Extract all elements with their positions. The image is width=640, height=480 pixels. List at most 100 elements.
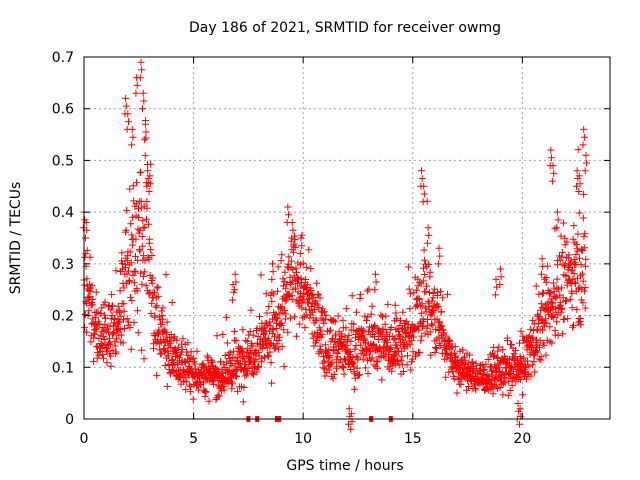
data-point	[129, 182, 137, 190]
data-point	[379, 325, 387, 333]
data-point	[282, 310, 290, 318]
data-point	[574, 146, 582, 154]
data-point	[542, 351, 550, 359]
data-point	[509, 375, 517, 383]
data-point	[579, 270, 586, 278]
data-point	[121, 325, 128, 332]
data-point	[379, 313, 386, 321]
data-point	[268, 297, 276, 305]
data-point	[349, 326, 357, 334]
data-point	[120, 300, 128, 308]
data-point	[268, 275, 276, 283]
data-point	[179, 335, 187, 343]
data-point	[140, 355, 148, 363]
data-point	[439, 294, 447, 302]
data-point	[378, 376, 386, 384]
x-tick-label: 10	[294, 431, 312, 447]
data-point	[231, 286, 239, 294]
data-point	[499, 391, 507, 399]
data-point	[548, 177, 556, 185]
data-point	[142, 128, 150, 136]
data-point	[356, 371, 363, 379]
data-point	[546, 323, 554, 331]
data-point	[428, 297, 436, 305]
data-point	[500, 374, 508, 381]
data-point	[147, 160, 155, 168]
data-point	[384, 300, 392, 308]
data-point	[249, 342, 257, 350]
data-point	[241, 357, 249, 365]
data-point	[144, 253, 152, 261]
data-point	[101, 298, 109, 306]
data-point	[229, 380, 237, 388]
data-point	[301, 324, 309, 332]
data-point	[335, 346, 342, 353]
data-point	[391, 356, 399, 364]
data-point	[561, 234, 569, 242]
data-point	[403, 342, 411, 350]
data-point	[577, 261, 585, 269]
data-point	[433, 345, 440, 353]
data-point	[243, 371, 251, 379]
data-point	[393, 344, 401, 352]
data-point	[278, 343, 286, 351]
data-point	[371, 333, 378, 340]
data-point	[356, 291, 364, 299]
data-point	[190, 354, 198, 362]
data-point	[579, 214, 587, 222]
data-point	[152, 303, 160, 311]
data-point	[278, 319, 286, 327]
data-point	[387, 324, 395, 331]
data-point	[82, 250, 90, 258]
data-point	[455, 364, 463, 372]
data-point	[152, 294, 160, 302]
data-point	[541, 275, 549, 283]
data-point	[573, 167, 581, 175]
data-point	[391, 301, 399, 309]
data-point	[367, 310, 375, 318]
data-point	[400, 368, 407, 375]
data-point	[405, 285, 413, 293]
data-point	[397, 317, 404, 325]
data-point	[143, 198, 151, 205]
data-point	[579, 141, 587, 149]
data-point	[162, 271, 170, 279]
data-point	[416, 278, 424, 286]
data-point	[396, 331, 404, 339]
data-point	[354, 356, 362, 364]
data-point	[135, 214, 143, 221]
data-point	[334, 312, 342, 320]
data-point	[281, 306, 289, 314]
data-point	[268, 288, 276, 296]
data-point	[320, 357, 328, 365]
data-point	[542, 315, 550, 323]
y-tick-label: 0.6	[52, 102, 74, 118]
data-point	[348, 292, 356, 300]
data-point	[566, 295, 574, 303]
data-point	[420, 318, 428, 326]
data-point	[143, 204, 151, 212]
data-point	[228, 385, 236, 393]
data-point	[83, 275, 91, 283]
data-point	[303, 291, 311, 298]
data-point	[381, 320, 389, 328]
data-point	[394, 357, 402, 365]
data-point	[264, 335, 272, 343]
data-point	[127, 259, 135, 267]
data-point	[516, 375, 524, 383]
y-tick-label: 0.3	[52, 257, 74, 273]
data-point	[126, 276, 133, 284]
data-point	[122, 94, 130, 102]
data-point	[315, 304, 323, 312]
data-point	[494, 363, 502, 371]
data-point	[434, 260, 442, 268]
data-point	[269, 260, 276, 268]
data-point	[275, 333, 283, 341]
data-point	[554, 285, 562, 293]
data-point	[336, 356, 344, 364]
data-point	[266, 348, 274, 356]
data-point	[122, 228, 129, 236]
data-point	[91, 330, 99, 338]
data-point	[437, 308, 445, 316]
data-point	[265, 352, 273, 360]
